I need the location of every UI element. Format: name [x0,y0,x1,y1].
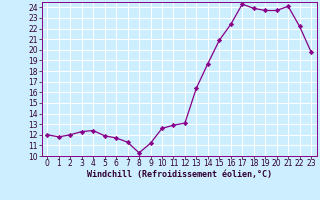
X-axis label: Windchill (Refroidissement éolien,°C): Windchill (Refroidissement éolien,°C) [87,170,272,179]
